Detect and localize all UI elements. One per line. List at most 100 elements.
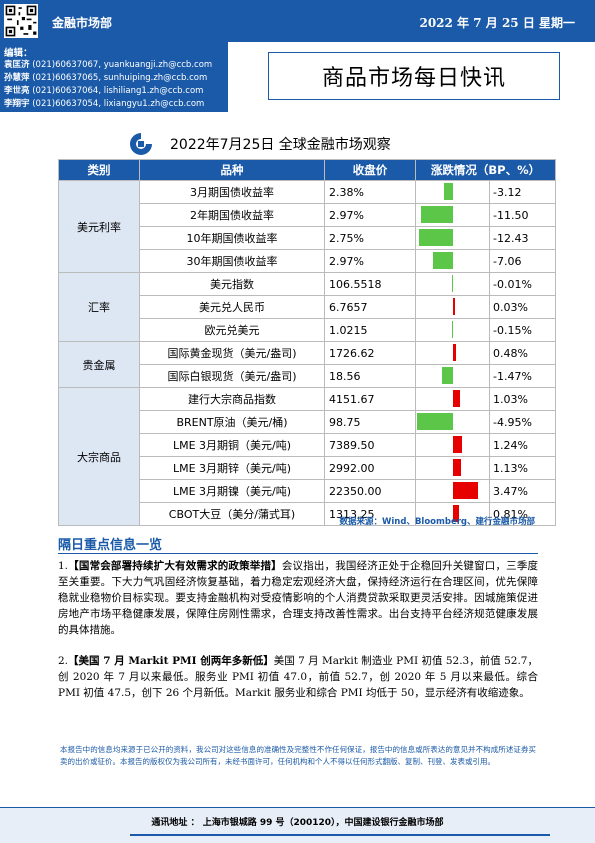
change-cell: -3.12 [489,180,556,204]
close-cell: 1.0215 [324,318,416,342]
change-cell: 0.03% [489,295,556,319]
name-cell: 国际黄金现货（美元/盎司) [139,341,325,365]
editor-entry: 李翔宇 (021)60637054, lixiangyu1.zh@ccb.com [4,99,205,109]
header-change: 涨跌情况（BP、%） [415,159,556,181]
change-bar-cell [415,341,490,365]
change-cell: -0.01% [489,272,556,296]
table-header-row: 类别 品种 收盘价 涨跌情况（BP、%） [58,159,556,181]
change-bar [453,390,461,407]
change-cell: 1.03% [489,387,556,411]
report-title: 商品市场每日快讯 [321,66,506,91]
table-row: 2年期国债收益率 2.97% -11.50 [59,203,556,227]
change-bar [444,183,453,200]
market-table: 类别 品种 收盘价 涨跌情况（BP、%） 美元利率 3月期国债收益率 2.38% -3… [58,159,556,526]
title-box: 商品市场每日快讯 [268,52,560,100]
close-cell: 1313.25 [324,502,416,526]
change-bar [453,344,457,361]
change-bar [433,252,453,269]
change-bar [453,436,462,453]
change-bar-cell [415,456,490,480]
header-close: 收盘价 [324,159,416,181]
change-bar [451,321,453,338]
change-bar [453,459,462,476]
change-bar-cell [415,479,490,503]
close-cell: 6.7657 [324,295,416,319]
table-row: BRENT原油（美元/桶) 98.75 -4.95% [59,410,556,434]
close-cell: 2.38% [324,180,416,204]
change-bar-cell [415,272,490,296]
change-bar-cell [415,203,490,227]
name-cell: 美元兑人民币 [139,295,325,319]
table-row: LME 3月期镍（美元/吨) 22350.00 3.47% [59,479,556,503]
change-bar-cell [415,502,490,526]
news-item: 2.【美国 7 月 Markit PMI 创两年多新低】美国 7 月 Marki… [58,655,538,699]
editor-entry: 袁匡济 (021)60637067, yuankuangji.zh@ccb.co… [4,60,213,70]
qr-code-icon [4,4,38,38]
name-cell: LME 3月期铜（美元/吨) [139,433,325,457]
close-cell: 2.97% [324,203,416,227]
table-row: 汇率 美元指数 106.5518 -0.01% [58,272,556,342]
name-cell: 30年期国债收益率 [139,249,325,273]
ccb-logo-icon [124,131,158,157]
close-cell: 106.5518 [324,272,416,296]
editor-entry: 孙慧萍 (021)60637065, sunhuiping.zh@ccb.com [4,73,208,83]
close-cell: 2992.00 [324,456,416,480]
name-cell: 3月期国债收益率 [139,180,325,204]
change-cell: -0.15% [489,318,556,342]
data-source: 数据来源：Wind、Bloomberg、建行金融市场部 [339,517,535,527]
name-cell: LME 3月期镍（美元/吨) [139,479,325,503]
name-cell: LME 3月期锌（美元/吨) [139,456,325,480]
change-cell: 3.47% [489,479,556,503]
header-category: 类别 [58,159,140,181]
table-row: LME 3月期铜（美元/吨) 7389.50 1.24% [59,433,556,457]
editor-label: 编辑： [4,48,33,59]
name-cell: 美元指数 [139,272,325,296]
change-bar-cell [415,180,490,204]
change-cell: 0.81% [489,502,556,526]
close-cell: 2.97% [324,249,416,273]
category-cell: 大宗商品 [58,387,140,526]
news-headline: 【国常会部署持续扩大有效需求的政策举措】 [68,560,282,572]
change-bar [421,206,453,223]
table-title: 2022年7月25日 全球金融市场观察 [170,137,391,153]
category-cell: 美元利率 [58,180,140,273]
news-body: 会议指出，我国经济正处于企稳回升关键窗口，三季度至关重要。下大力气巩固经济恢复基… [58,560,539,636]
table-row: 大宗商品 建行大宗商品指数 4151.67 1.03% [58,387,556,526]
section-divider [58,553,538,554]
change-cell: -1.47% [489,364,556,388]
change-bar-cell [415,249,490,273]
table-row: LME 3月期锌（美元/吨) 2992.00 1.13% [59,456,556,480]
change-cell: -7.06 [489,249,556,273]
footer-bar [0,807,595,843]
table-row: CBOT大豆（美分/蒲式耳) 1313.25 0.81% [59,502,556,526]
close-cell: 4151.67 [324,387,416,411]
name-cell: 欧元兑美元 [139,318,325,342]
news-item: 1.【国常会部署持续扩大有效需求的政策举措】会议指出，我国经济正处于企稳回升关键… [58,560,539,636]
change-cell: 1.13% [489,456,556,480]
close-cell: 2.75% [324,226,416,250]
change-cell: 0.48% [489,341,556,365]
change-bar-cell [415,295,490,319]
change-bar [418,229,453,246]
footer-address: 通讯地址 ： 上海市银城路 99 号（200120），中国建设银行金融市场部 [151,818,444,828]
change-bar [453,482,478,499]
news-headline: 【美国 7 月 Markit PMI 创两年多新低】 [68,655,274,667]
name-cell: CBOT大豆（美分/蒲式耳) [139,502,325,526]
header-name: 品种 [139,159,325,181]
footer-line [130,834,550,836]
change-bar [417,413,453,430]
department-name: 金融市场部 [52,16,113,30]
top-banner [0,0,595,42]
change-bar-cell [415,318,490,342]
change-cell: -12.43 [489,226,556,250]
table-row: 10年期国债收益率 2.75% -12.43 [59,226,556,250]
report-date: 2022 年 7 月 25 日 星期一 [419,16,575,30]
table-row: 30年期国债收益率 2.97% -7.06 [59,249,556,273]
change-cell: -4.95% [489,410,556,434]
change-bar-cell [415,387,490,411]
change-bar-cell [415,410,490,434]
news-body: 美国 7 月 Markit 制造业 PMI 初值 52.3，前值 52.7，创 … [58,655,538,699]
change-bar-cell [415,364,490,388]
close-cell: 98.75 [324,410,416,434]
close-cell: 1726.62 [324,341,416,365]
